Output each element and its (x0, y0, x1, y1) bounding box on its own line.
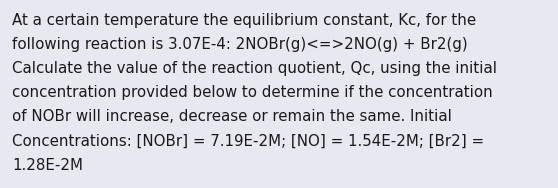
Text: At a certain temperature the equilibrium constant, Kc, for the: At a certain temperature the equilibrium… (12, 13, 477, 28)
Text: concentration provided below to determine if the concentration: concentration provided below to determin… (12, 85, 493, 100)
Text: of NOBr will increase, decrease or remain the same. Initial: of NOBr will increase, decrease or remai… (12, 109, 452, 124)
Text: Calculate the value of the reaction quotient, Qc, using the initial: Calculate the value of the reaction quot… (12, 61, 497, 76)
Text: following reaction is 3.07E-4: 2NOBr(g)<=>2NO(g) + Br2(g): following reaction is 3.07E-4: 2NOBr(g)<… (12, 37, 468, 52)
Text: 1.28E-2M: 1.28E-2M (12, 158, 83, 173)
Text: Concentrations: [NOBr] = 7.19E-2M; [NO] = 1.54E-2M; [Br2] =: Concentrations: [NOBr] = 7.19E-2M; [NO] … (12, 133, 484, 149)
